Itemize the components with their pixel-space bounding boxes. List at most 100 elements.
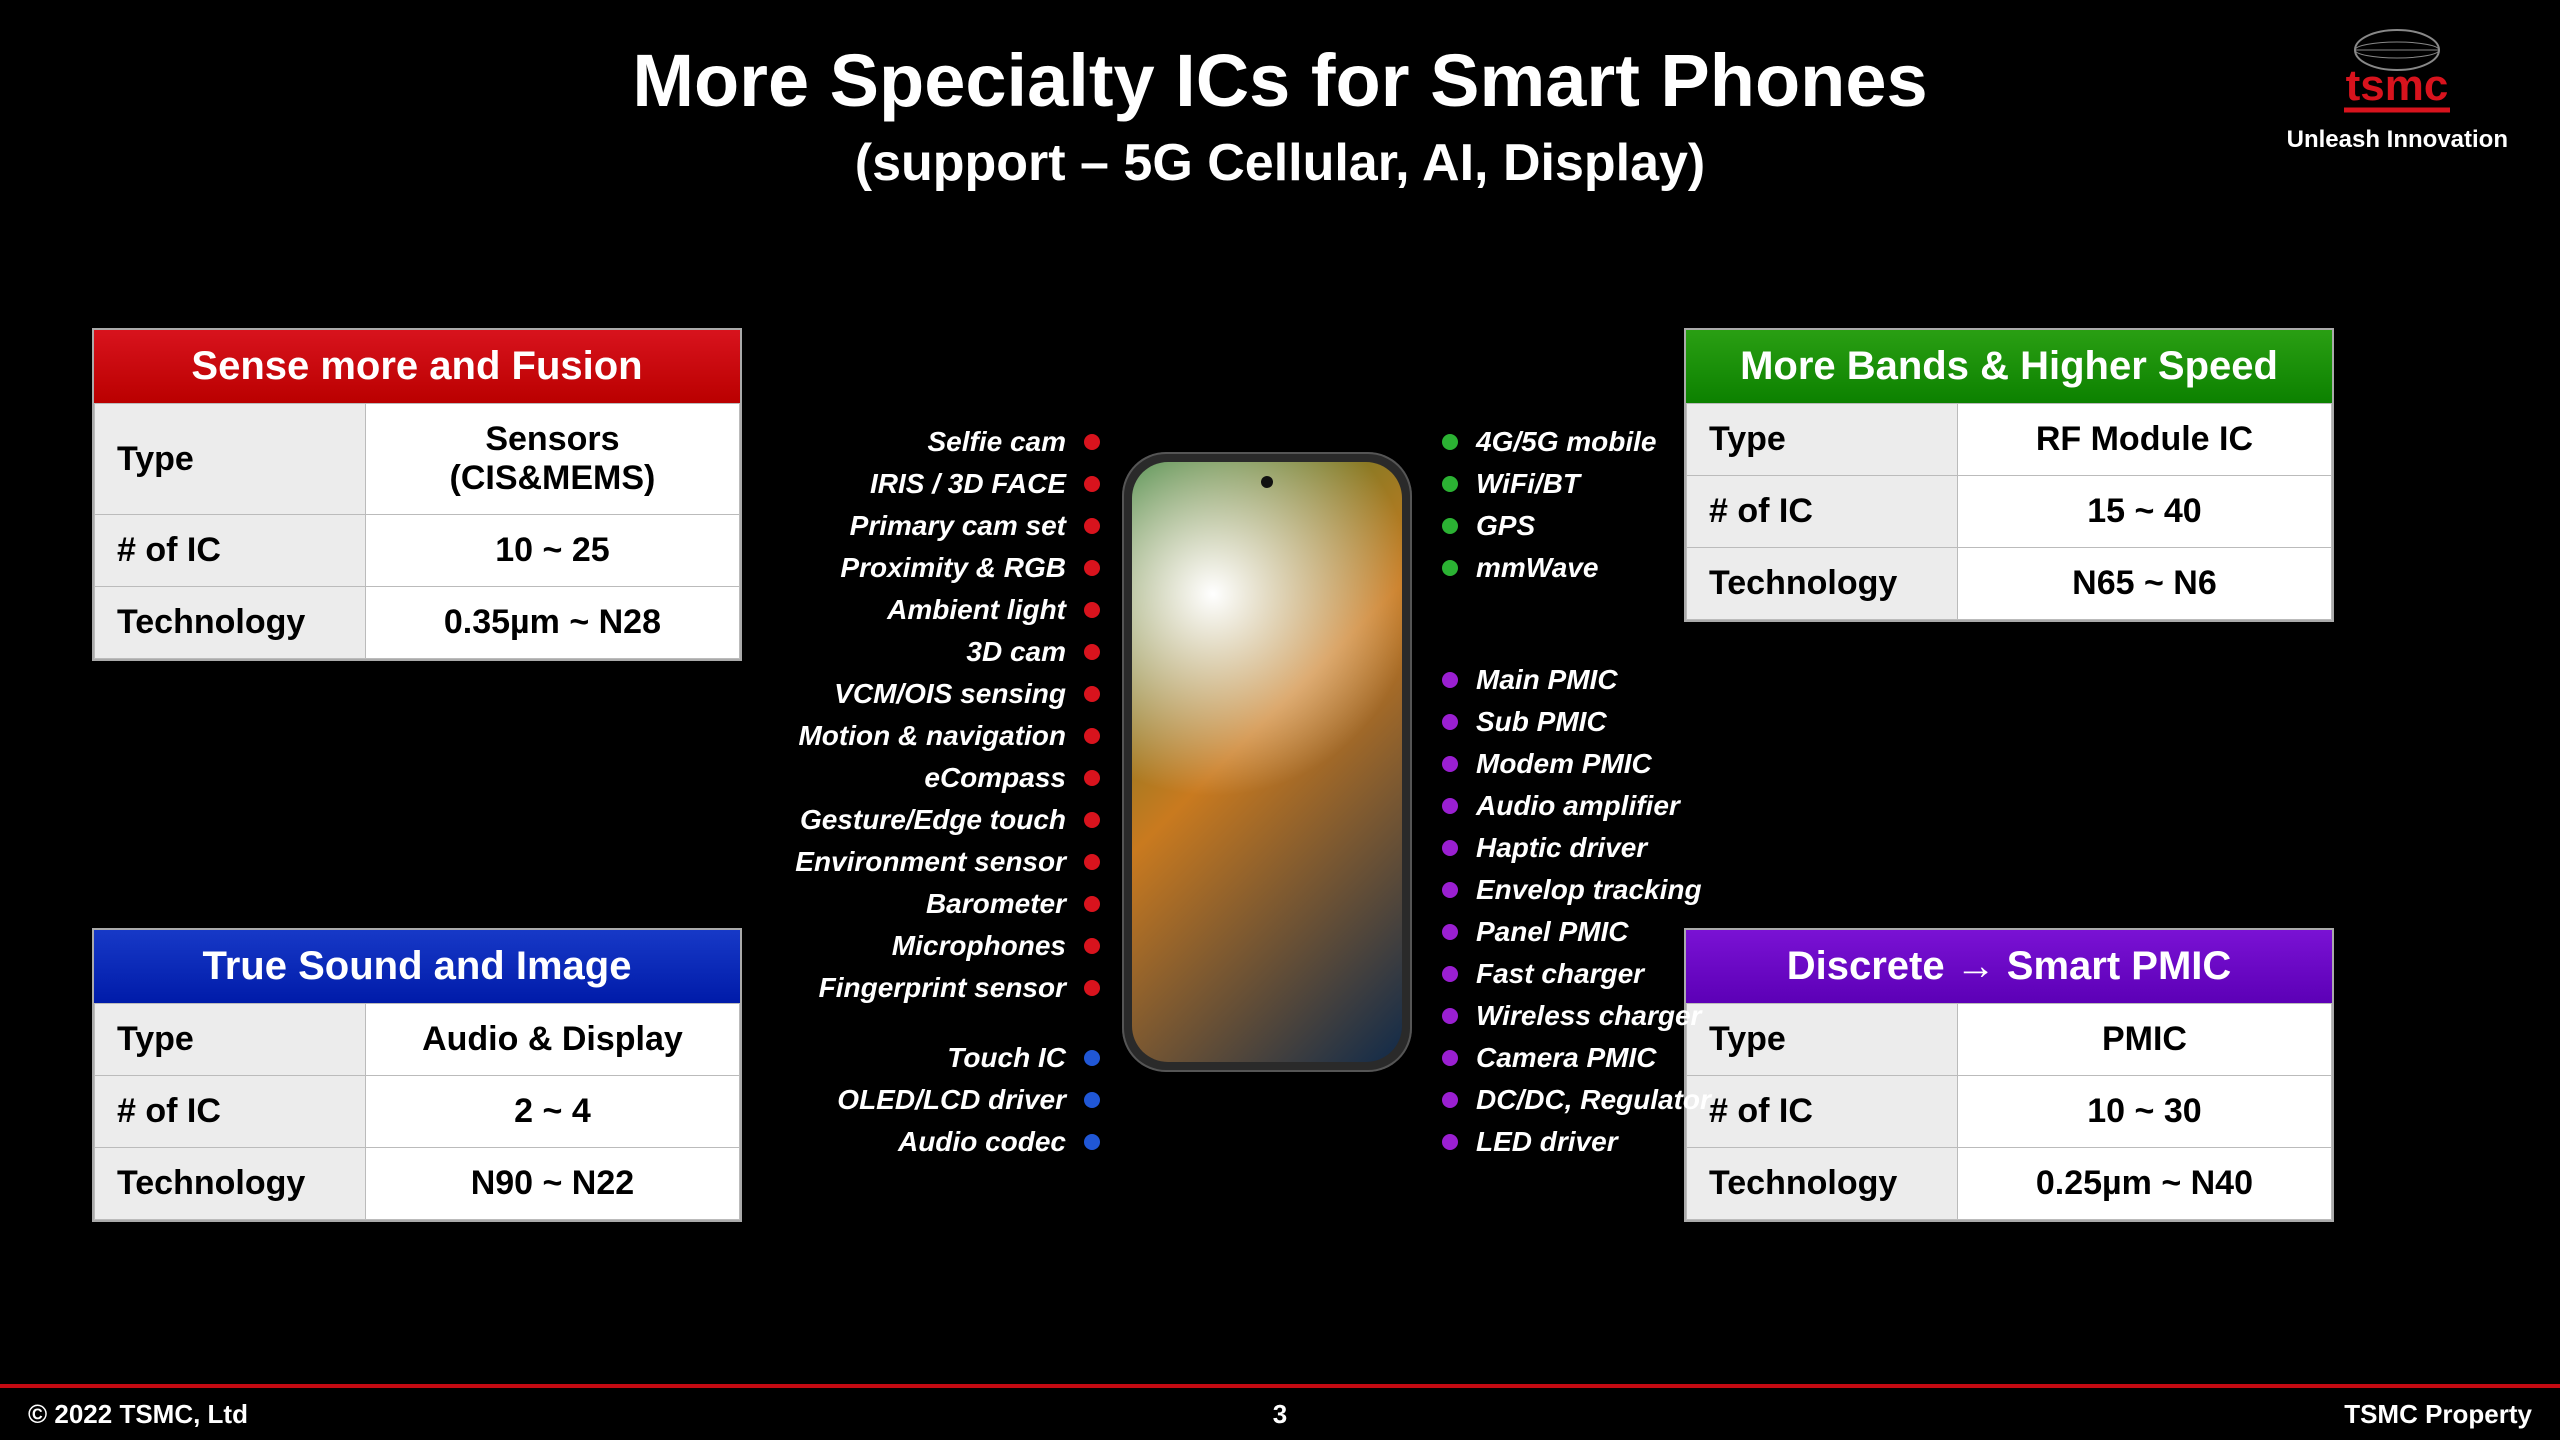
feature-dot-icon: [1442, 1134, 1458, 1150]
feature-label: Proximity & RGB: [840, 554, 1066, 582]
feature-item: Envelop tracking: [1442, 876, 1711, 904]
feature-dot-icon: [1084, 560, 1100, 576]
table-key: Technology: [95, 1148, 366, 1220]
feature-label: Environment sensor: [795, 848, 1066, 876]
feature-item: Haptic driver: [1442, 834, 1711, 862]
table-value: Sensors (CIS&MEMS): [365, 404, 739, 515]
tsmc-logo-icon: tsmc: [2312, 28, 2482, 116]
feature-dot-icon: [1084, 686, 1100, 702]
feature-dot-icon: [1442, 882, 1458, 898]
table-value: 2 ~ 4: [365, 1076, 739, 1148]
feature-label: Modem PMIC: [1476, 750, 1652, 778]
card-table: TypeSensors (CIS&MEMS)# of IC10 ~ 25Tech…: [94, 403, 740, 659]
company-logo-block: tsmc Unleash Innovation: [2287, 28, 2508, 154]
card-header: True Sound and Image: [94, 930, 740, 1003]
feature-dot-icon: [1442, 560, 1458, 576]
feature-dot-icon: [1084, 812, 1100, 828]
feature-item: DC/DC, Regulator: [1442, 1086, 1711, 1114]
feature-label: Audio amplifier: [1476, 792, 1680, 820]
table-value: RF Module IC: [1957, 404, 2331, 476]
feature-label: Selfie cam: [927, 428, 1066, 456]
table-row: TechnologyN65 ~ N6: [1687, 548, 2332, 620]
feature-item: Gesture/Edge touch: [795, 806, 1100, 834]
feature-label: VCM/OIS sensing: [834, 680, 1066, 708]
feature-label: 4G/5G mobile: [1476, 428, 1657, 456]
feature-item: Audio codec: [795, 1128, 1100, 1156]
feature-label: GPS: [1476, 512, 1535, 540]
feature-item: Sub PMIC: [1442, 708, 1711, 736]
table-value: 10 ~ 25: [365, 515, 739, 587]
left-feature-list: Selfie camIRIS / 3D FACEPrimary cam setP…: [795, 428, 1100, 1170]
feature-label: Sub PMIC: [1476, 708, 1607, 736]
logo-tagline: Unleash Innovation: [2287, 126, 2508, 154]
feature-dot-icon: [1084, 1050, 1100, 1066]
feature-item: Wireless charger: [1442, 1002, 1711, 1030]
feature-item: IRIS / 3D FACE: [795, 470, 1100, 498]
right-feature-list: 4G/5G mobile WiFi/BT GPS mmWave Main PMIC Sub…: [1442, 428, 1711, 1170]
table-row: TypeAudio & Display: [95, 1004, 740, 1076]
table-value: 0.35µm ~ N28: [365, 587, 739, 659]
table-value: N65 ~ N6: [1957, 548, 2331, 620]
feature-item: Barometer: [795, 890, 1100, 918]
feature-label: OLED/LCD driver: [837, 1086, 1066, 1114]
feature-label: Camera PMIC: [1476, 1044, 1657, 1072]
page-subtitle: (support – 5G Cellular, AI, Display): [0, 133, 2560, 193]
card-table: TypeAudio & Display# of IC2 ~ 4Technolog…: [94, 1003, 740, 1220]
table-key: Type: [95, 404, 366, 515]
feature-item: Fingerprint sensor: [795, 974, 1100, 1002]
feature-dot-icon: [1084, 770, 1100, 786]
card-header: Discrete → Smart PMIC: [1686, 930, 2332, 1003]
feature-item: GPS: [1442, 512, 1711, 540]
card-pmic: Discrete → Smart PMICTypePMIC# of IC10 ~…: [1684, 928, 2334, 1222]
table-key: Type: [1687, 404, 1958, 476]
table-value: Audio & Display: [365, 1004, 739, 1076]
footer-bar: © 2022 TSMC, Ltd 3 TSMC Property: [0, 1384, 2560, 1440]
feature-label: Haptic driver: [1476, 834, 1647, 862]
table-row: TypeSensors (CIS&MEMS): [95, 404, 740, 515]
feature-item: mmWave: [1442, 554, 1711, 582]
feature-dot-icon: [1442, 476, 1458, 492]
feature-label: LED driver: [1476, 1128, 1618, 1156]
feature-label: WiFi/BT: [1476, 470, 1580, 498]
feature-label: IRIS / 3D FACE: [870, 470, 1066, 498]
table-key: # of IC: [1687, 476, 1958, 548]
feature-item: WiFi/BT: [1442, 470, 1711, 498]
feature-label: Fast charger: [1476, 960, 1644, 988]
footer-page-number: 3: [1273, 1399, 1287, 1430]
feature-dot-icon: [1084, 644, 1100, 660]
title-block: More Specialty ICs for Smart Phones (sup…: [0, 0, 2560, 193]
feature-label: Envelop tracking: [1476, 876, 1702, 904]
card-sound: True Sound and ImageTypeAudio & Display#…: [92, 928, 742, 1222]
table-row: # of IC15 ~ 40: [1687, 476, 2332, 548]
card-bands: More Bands & Higher SpeedTypeRF Module I…: [1684, 328, 2334, 622]
card-table: TypePMIC# of IC10 ~ 30Technology0.25µm ~…: [1686, 1003, 2332, 1220]
feature-label: Touch IC: [947, 1044, 1066, 1072]
feature-dot-icon: [1084, 602, 1100, 618]
feature-label: Microphones: [892, 932, 1066, 960]
feature-label: Audio codec: [898, 1128, 1066, 1156]
feature-dot-icon: [1084, 938, 1100, 954]
feature-dot-icon: [1084, 434, 1100, 450]
feature-item: VCM/OIS sensing: [795, 680, 1100, 708]
feature-item: Modem PMIC: [1442, 750, 1711, 778]
table-row: Technology0.25µm ~ N40: [1687, 1148, 2332, 1220]
footer-copyright: © 2022 TSMC, Ltd: [28, 1399, 248, 1430]
feature-item: Proximity & RGB: [795, 554, 1100, 582]
feature-label: Main PMIC: [1476, 666, 1618, 694]
feature-label: Fingerprint sensor: [819, 974, 1066, 1002]
table-key: # of IC: [95, 515, 366, 587]
feature-label: Gesture/Edge touch: [800, 806, 1066, 834]
feature-item: Microphones: [795, 932, 1100, 960]
table-value: 0.25µm ~ N40: [1957, 1148, 2331, 1220]
table-row: TypeRF Module IC: [1687, 404, 2332, 476]
feature-label: mmWave: [1476, 554, 1598, 582]
feature-label: eCompass: [924, 764, 1066, 792]
feature-dot-icon: [1442, 840, 1458, 856]
feature-dot-icon: [1084, 980, 1100, 996]
feature-item: Ambient light: [795, 596, 1100, 624]
feature-dot-icon: [1442, 518, 1458, 534]
card-sense: Sense more and FusionTypeSensors (CIS&ME…: [92, 328, 742, 661]
feature-item: Motion & navigation: [795, 722, 1100, 750]
feature-dot-icon: [1442, 672, 1458, 688]
table-value: PMIC: [1957, 1004, 2331, 1076]
